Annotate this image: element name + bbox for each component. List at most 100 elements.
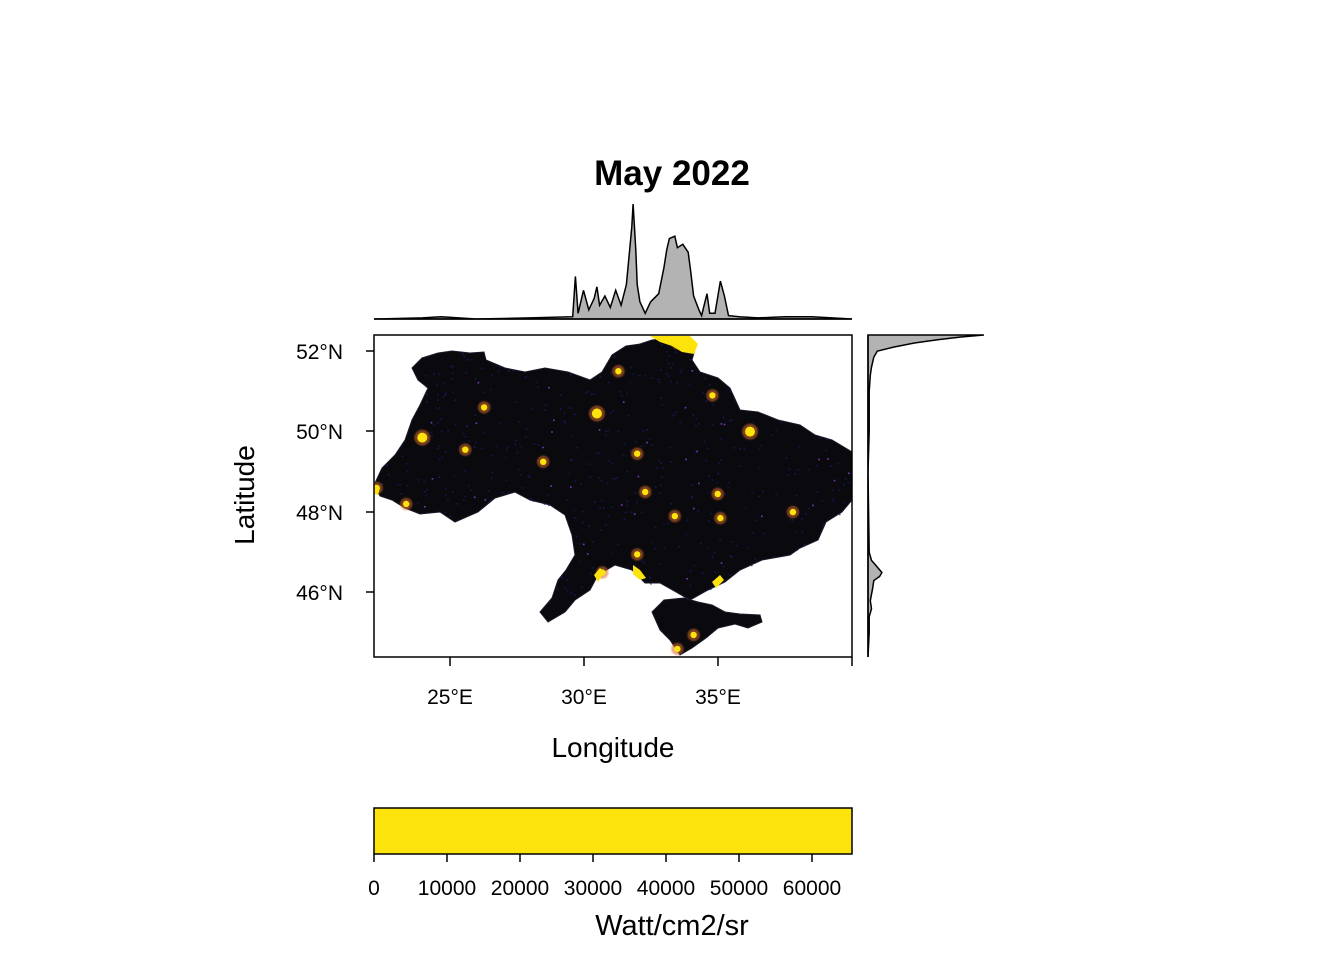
dim-light-pixel <box>406 484 409 487</box>
dim-light-pixel <box>610 372 612 374</box>
dim-light-pixel <box>611 477 614 480</box>
dim-light-pixel <box>491 471 494 474</box>
dim-light-pixel <box>727 486 730 489</box>
dim-light-pixel <box>771 434 773 436</box>
dim-light-pixel <box>706 447 709 450</box>
dim-light-pixel <box>689 584 691 587</box>
coastal-bright-strip <box>633 565 646 580</box>
dim-light-pixel <box>691 497 693 499</box>
dim-light-pixel <box>658 460 661 462</box>
dim-light-pixel <box>548 504 550 507</box>
dim-light-pixel <box>847 481 850 484</box>
dim-light-pixel <box>549 602 551 604</box>
dim-light-pixel <box>430 421 433 424</box>
dim-light-pixel <box>667 522 669 525</box>
dim-light-pixel <box>564 587 566 589</box>
dim-light-pixel <box>489 404 492 407</box>
city-light <box>480 404 488 411</box>
dim-light-pixel <box>417 502 419 504</box>
dim-light-pixel <box>450 378 453 380</box>
dim-light-pixel <box>808 507 810 510</box>
dim-light-pixel <box>452 372 454 374</box>
dim-light-pixel <box>667 362 670 365</box>
dim-light-pixel <box>423 481 425 483</box>
colorbar: 0 10000 20000 30000 40000 50000 60000 <box>368 807 853 900</box>
dim-light-pixel <box>751 492 753 494</box>
dim-light-pixel <box>462 353 465 356</box>
dim-light-pixel <box>442 382 445 384</box>
colorbar-tick-label: 50000 <box>710 877 768 900</box>
dim-light-pixel <box>466 358 469 361</box>
dim-light-pixel <box>709 588 712 591</box>
dim-light-pixel <box>787 474 790 476</box>
dim-light-pixel <box>598 429 601 431</box>
dim-light-pixel <box>483 391 486 394</box>
dim-light-pixel <box>437 422 439 424</box>
dim-light-pixel <box>582 521 584 524</box>
dim-light-pixel <box>621 395 623 397</box>
dim-light-pixel <box>657 378 660 380</box>
map-panel <box>374 335 852 657</box>
dim-light-pixel <box>514 443 517 446</box>
colorbar-tick-label: 0 <box>368 877 380 900</box>
latitude-histogram-area <box>867 334 985 658</box>
dim-light-pixel <box>674 351 677 353</box>
dim-light-pixel <box>559 408 562 410</box>
dim-light-pixel <box>698 482 700 485</box>
dim-light-pixel <box>537 444 540 446</box>
dim-light-pixel <box>684 406 687 409</box>
city-light <box>591 408 602 419</box>
dim-light-pixel <box>400 493 403 495</box>
dim-light-pixel <box>430 431 433 434</box>
dim-light-pixel <box>424 506 426 508</box>
dim-light-pixel <box>507 370 510 372</box>
dim-light-pixel <box>691 496 693 498</box>
dim-light-pixel <box>475 441 477 444</box>
dim-light-pixel <box>794 473 796 475</box>
longitude-histogram-area <box>373 203 853 320</box>
dim-light-pixel <box>567 406 570 409</box>
dim-light-pixel <box>627 414 630 417</box>
dim-light-pixel <box>722 416 725 419</box>
dim-light-pixel <box>729 420 731 422</box>
dim-light-pixel <box>569 373 572 376</box>
colorbar-tick-label: 60000 <box>783 877 841 900</box>
dim-light-pixel <box>679 421 682 423</box>
coastal-bright-strip <box>594 568 604 582</box>
dim-light-pixel <box>812 504 814 507</box>
dim-light-pixel <box>807 469 810 471</box>
dim-light-pixel <box>506 448 508 451</box>
dim-light-pixel <box>512 369 514 372</box>
dim-light-pixel <box>533 443 536 445</box>
dim-light-pixel <box>586 553 589 555</box>
bright-light-layer <box>374 336 800 656</box>
dim-light-pixel <box>483 432 485 434</box>
dim-light-pixel <box>465 425 468 428</box>
dim-light-pixel <box>439 407 441 409</box>
dim-light-pixel <box>658 492 661 495</box>
dim-light-pixel <box>519 474 522 476</box>
dim-light-pixel <box>439 418 442 420</box>
dim-light-pixel <box>654 547 656 550</box>
dim-light-pixel <box>700 542 702 545</box>
dim-light-pixel <box>574 517 576 519</box>
dim-light-pixel <box>524 436 527 438</box>
dim-light-pixel <box>601 499 603 502</box>
dim-light-pixel <box>568 472 571 475</box>
dim-light-pixel <box>633 513 636 515</box>
dim-light-pixel <box>719 539 721 541</box>
dim-light-pixel <box>788 468 791 470</box>
dim-light-pixel <box>447 499 449 501</box>
dim-light-pixel <box>692 414 695 416</box>
dim-light-pixel <box>655 467 658 469</box>
dim-light-pixel <box>705 399 707 402</box>
dim-light-pixel <box>611 506 613 509</box>
dim-light-pixel <box>559 394 562 396</box>
dim-light-pixel <box>640 511 643 514</box>
dim-light-pixel <box>599 507 601 510</box>
dim-light-pixel <box>688 384 691 387</box>
dim-light-pixel <box>524 376 527 378</box>
dim-light-pixel <box>548 386 550 389</box>
dim-light-pixel <box>470 489 472 491</box>
